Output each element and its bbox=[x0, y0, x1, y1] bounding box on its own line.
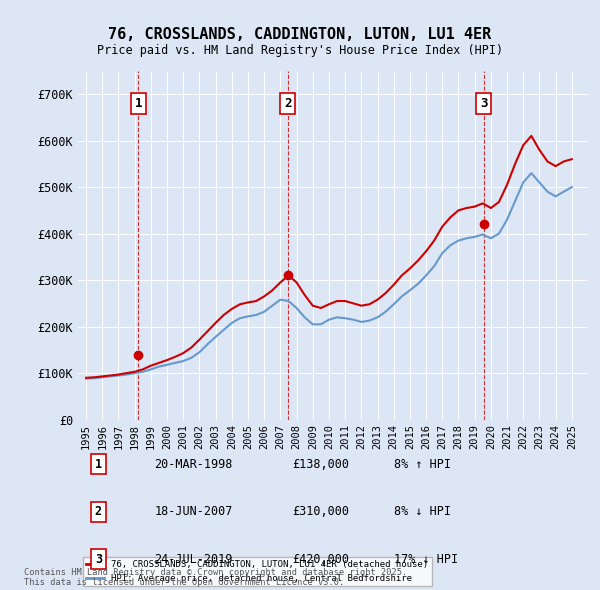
Text: 20-MAR-1998: 20-MAR-1998 bbox=[155, 457, 233, 471]
Text: 2: 2 bbox=[284, 97, 292, 110]
Text: 3: 3 bbox=[95, 553, 102, 566]
Text: 24-JUL-2019: 24-JUL-2019 bbox=[155, 553, 233, 566]
Legend: 76, CROSSLANDS, CADDINGTON, LUTON, LU1 4ER (detached house), HPI: Average price,: 76, CROSSLANDS, CADDINGTON, LUTON, LU1 4… bbox=[83, 557, 432, 586]
Text: Contains HM Land Registry data © Crown copyright and database right 2025.
This d: Contains HM Land Registry data © Crown c… bbox=[24, 568, 407, 587]
Text: 18-JUN-2007: 18-JUN-2007 bbox=[155, 505, 233, 518]
Text: 1: 1 bbox=[134, 97, 142, 110]
Text: £138,000: £138,000 bbox=[292, 457, 349, 471]
Text: 17% ↓ HPI: 17% ↓ HPI bbox=[394, 553, 458, 566]
Text: 3: 3 bbox=[480, 97, 487, 110]
Text: 2: 2 bbox=[95, 505, 102, 518]
Text: Price paid vs. HM Land Registry's House Price Index (HPI): Price paid vs. HM Land Registry's House … bbox=[97, 44, 503, 57]
Text: 8% ↑ HPI: 8% ↑ HPI bbox=[394, 457, 451, 471]
Text: 8% ↓ HPI: 8% ↓ HPI bbox=[394, 505, 451, 518]
Text: £310,000: £310,000 bbox=[292, 505, 349, 518]
Text: £420,000: £420,000 bbox=[292, 553, 349, 566]
Text: 1: 1 bbox=[95, 457, 102, 471]
Text: 76, CROSSLANDS, CADDINGTON, LUTON, LU1 4ER: 76, CROSSLANDS, CADDINGTON, LUTON, LU1 4… bbox=[109, 27, 491, 41]
